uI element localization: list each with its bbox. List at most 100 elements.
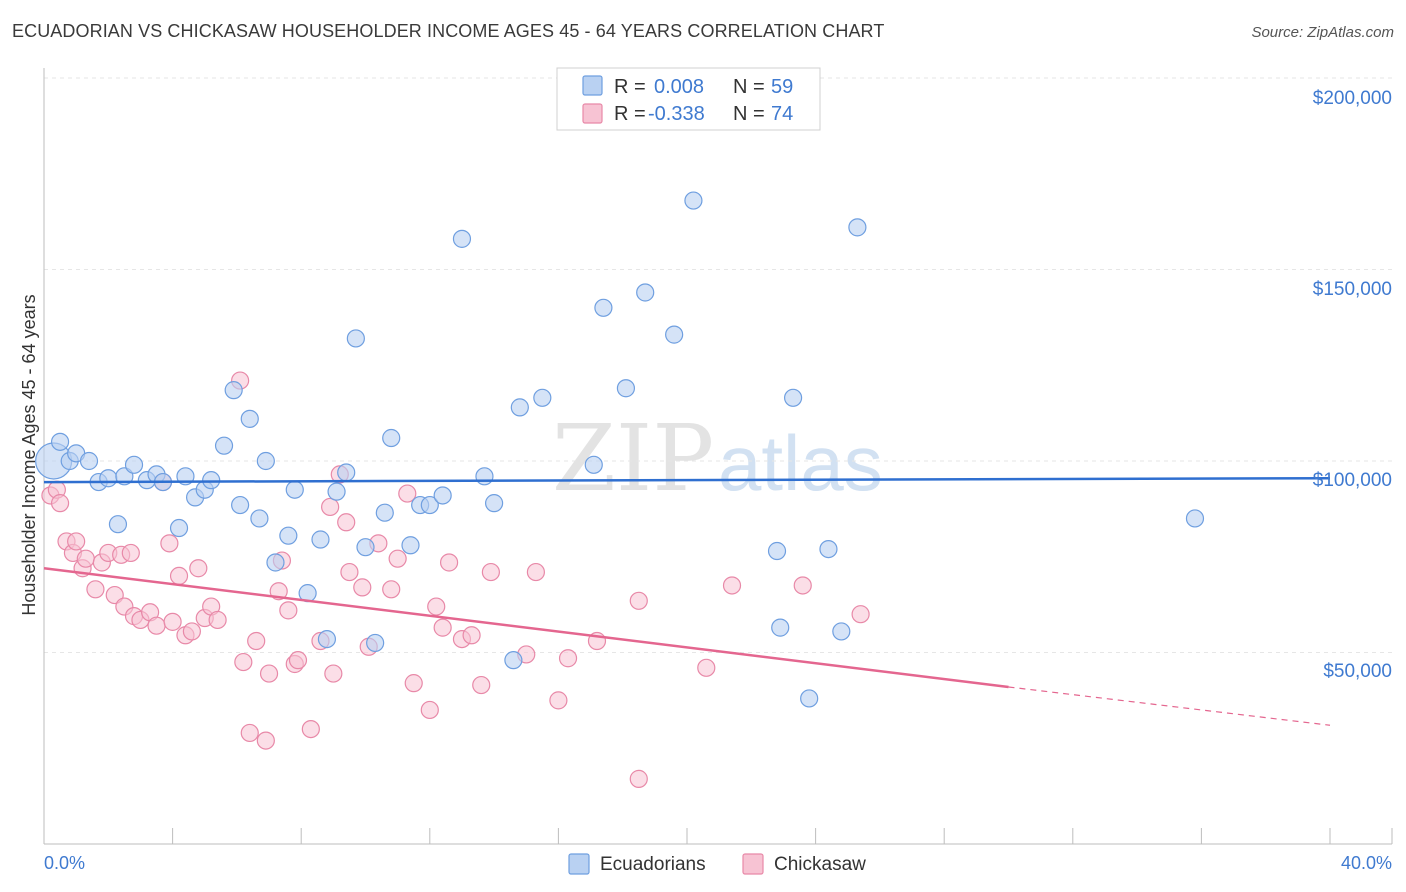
ecuadorian-point bbox=[279, 526, 298, 545]
chickasaw-point bbox=[256, 731, 275, 750]
ecuadorian-point bbox=[452, 229, 472, 248]
ecuadorian-point bbox=[382, 428, 401, 448]
chickasaw-point bbox=[353, 578, 372, 597]
chickasaw-point bbox=[722, 576, 742, 595]
grid-layer bbox=[44, 77, 1392, 653]
chickasaw-point bbox=[549, 691, 568, 710]
chickasaw-point bbox=[382, 580, 401, 599]
ecuadorian-point bbox=[684, 191, 703, 210]
ecuadorian-point bbox=[767, 541, 787, 561]
ecuadorian-point bbox=[317, 629, 337, 649]
ecuadorian-point bbox=[433, 486, 452, 505]
chickasaw-point bbox=[398, 484, 417, 503]
y-tick-label: $50,000 bbox=[1323, 661, 1392, 682]
chickasaw-point bbox=[259, 664, 279, 683]
ecuadorian-point bbox=[848, 218, 867, 237]
bottom-legend-ecuadorians: Ecuadorians bbox=[600, 854, 706, 875]
ecuadorian-point bbox=[231, 495, 250, 515]
bottom-legend: Ecuadorians Chickasaw bbox=[568, 853, 866, 875]
ecuadorian-point bbox=[616, 379, 636, 398]
ecuadorian-point bbox=[337, 463, 356, 482]
ecuadorian-point bbox=[504, 651, 523, 670]
ecuadorian-point bbox=[108, 515, 128, 534]
y-tick-label: $100,000 bbox=[1313, 470, 1392, 491]
chickasaw-point bbox=[240, 723, 259, 743]
chickasaw-point bbox=[163, 612, 182, 631]
chickasaw-point bbox=[288, 651, 308, 670]
legend: R = 0.008 N = 59 R = -0.338 N = 74 bbox=[556, 67, 821, 131]
legend-swatch-chickasaw bbox=[582, 103, 603, 124]
ecuadorian-point bbox=[832, 622, 851, 641]
ecuadorian-point bbox=[256, 451, 275, 471]
chickasaw-point bbox=[50, 494, 70, 513]
chickasaw-point bbox=[629, 769, 648, 788]
ecuadorian-point bbox=[420, 495, 439, 515]
bottom-legend-swatch-ecuadorians bbox=[568, 853, 590, 875]
chart-title: ECUADORIAN VS CHICKASAW HOUSEHOLDER INCO… bbox=[12, 21, 885, 41]
legend-r-value: 0.008 bbox=[654, 76, 704, 98]
ecuadorian-point bbox=[346, 329, 365, 348]
chickasaw-point bbox=[189, 559, 208, 578]
chickasaw-trend-extension bbox=[1008, 686, 1331, 726]
legend-r-label: R = bbox=[614, 103, 646, 125]
legend-n-value: 59 bbox=[771, 76, 793, 98]
ecuadorian-point bbox=[375, 503, 394, 522]
chickasaw-point bbox=[629, 591, 648, 610]
ecuadorian-point bbox=[202, 471, 221, 490]
chickasaw-point bbox=[86, 580, 105, 599]
ecuadorian-point bbox=[327, 482, 346, 501]
ecuadorian-point bbox=[533, 388, 552, 407]
ecuadorian-point bbox=[636, 283, 655, 302]
source-label: Source: ZipAtlas.com bbox=[1251, 24, 1394, 41]
chickasaw-point bbox=[324, 664, 343, 683]
ecuadorian-point bbox=[401, 536, 420, 555]
bottom-legend-swatch-chickasaw bbox=[742, 853, 764, 875]
ecuadorian-point bbox=[99, 469, 118, 488]
ecuadorian-point bbox=[285, 480, 304, 499]
chickasaw-point bbox=[420, 700, 439, 720]
ecuadorian-point bbox=[266, 553, 285, 572]
ecuadorian-point bbox=[819, 539, 838, 559]
chickasaw-point bbox=[67, 532, 86, 551]
ecuadorian-point bbox=[124, 455, 144, 474]
chickasaw-point bbox=[160, 534, 179, 553]
x-tick-label-end: 40.0% bbox=[1341, 853, 1392, 873]
chickasaw-point bbox=[427, 597, 446, 616]
ecuadorian-point bbox=[665, 325, 684, 344]
watermark-zip: ZIP bbox=[552, 405, 714, 512]
chickasaw-point bbox=[404, 674, 423, 693]
watermark-atlas: atlas bbox=[718, 419, 883, 507]
chickasaw-point bbox=[388, 549, 407, 568]
chickasaw-point bbox=[433, 618, 452, 637]
x-tick-label-start: 0.0% bbox=[44, 853, 85, 873]
chickasaw-point bbox=[462, 626, 481, 645]
legend-n-value: 74 bbox=[771, 103, 793, 125]
chickasaw-point bbox=[301, 719, 320, 739]
chickasaw-point bbox=[697, 658, 716, 677]
chickasaw-point bbox=[121, 543, 140, 563]
legend-r-value: -0.338 bbox=[648, 103, 705, 125]
chickasaw-point bbox=[439, 553, 459, 572]
ecuadorian-point bbox=[169, 518, 189, 538]
chickasaw-point bbox=[247, 631, 266, 651]
ecuadorian-point bbox=[240, 409, 259, 428]
bottom-legend-chickasaw: Chickasaw bbox=[774, 854, 866, 875]
ecuadorian-point bbox=[356, 538, 375, 557]
chickasaw-point bbox=[472, 675, 491, 695]
chickasaw-point bbox=[851, 605, 870, 624]
ecuadorian-point bbox=[475, 467, 494, 486]
chickasaw-point bbox=[340, 562, 359, 582]
ecuadorian-trend-line bbox=[43, 476, 1331, 484]
ecuadorian-point bbox=[510, 398, 529, 417]
ecuadorian-point bbox=[800, 689, 819, 708]
y-tick-label: $200,000 bbox=[1313, 88, 1392, 109]
chickasaw-point bbox=[793, 576, 812, 595]
legend-r-label: R = bbox=[614, 76, 646, 98]
ecuadorian-point bbox=[485, 494, 504, 513]
ecuadorian-point bbox=[1185, 509, 1205, 528]
legend-n-label: N = bbox=[733, 103, 765, 125]
ecuadorian-point bbox=[224, 381, 243, 400]
chickasaw-point bbox=[337, 513, 356, 532]
ecuadorian-point bbox=[214, 436, 234, 455]
